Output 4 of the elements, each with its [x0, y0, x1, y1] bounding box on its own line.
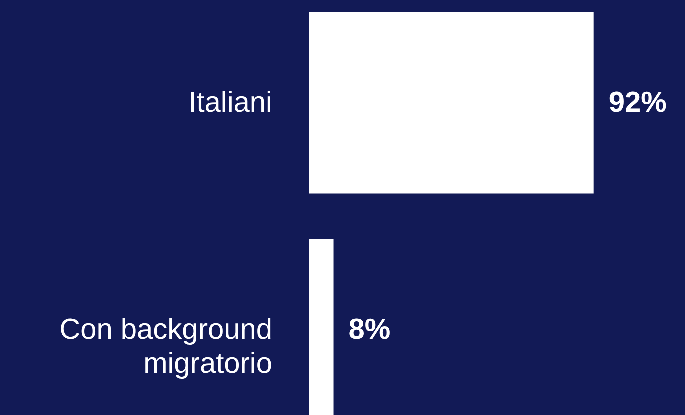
data-label: 8% [348, 314, 391, 346]
y-tick-label: Italiani [188, 86, 272, 119]
data-label: 92% [608, 86, 668, 119]
y-tick-label: Con background migratorio [60, 314, 272, 380]
